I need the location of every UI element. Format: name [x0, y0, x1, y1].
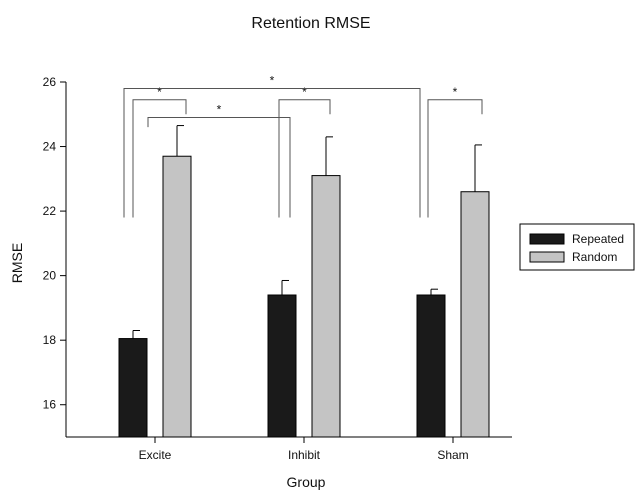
y-tick-label: 20	[43, 269, 57, 283]
y-axis-label: RMSE	[9, 243, 25, 283]
y-tick-label: 18	[43, 333, 57, 347]
significance-star: *	[270, 73, 275, 87]
significance-star: *	[302, 85, 307, 99]
y-tick-label: 26	[43, 75, 57, 89]
y-tick-label: 22	[43, 204, 57, 218]
chart-title: Retention RMSE	[251, 15, 370, 32]
bar-random	[311, 175, 341, 438]
x-tick-label: Sham	[437, 448, 468, 462]
significance-bracket	[147, 117, 291, 218]
bar-repeated	[267, 294, 297, 438]
significance-star: *	[217, 103, 222, 117]
bar-random	[162, 155, 192, 438]
significance-star: *	[157, 85, 162, 99]
x-axis-label: Group	[287, 474, 326, 490]
x-tick-label: Inhibit	[288, 448, 321, 462]
legend: Repeated Random	[519, 223, 635, 271]
legend-swatch-repeated	[529, 233, 565, 245]
y-tick-label: 24	[43, 140, 57, 154]
bar-random	[460, 191, 490, 438]
significance-star: *	[453, 85, 458, 99]
bar-repeated	[416, 294, 446, 438]
legend-label-repeated: Repeated	[572, 232, 624, 246]
significance-bracket	[132, 99, 187, 218]
bar-repeated	[118, 338, 148, 438]
legend-swatch-random	[529, 251, 565, 263]
significance-bracket	[123, 87, 421, 218]
plot-area: 16 18 20 22 24 26 Excite Inhibit Sham * * * * *	[43, 73, 490, 462]
significance-bracket	[427, 99, 483, 218]
y-tick-label: 16	[43, 398, 57, 412]
legend-label-random: Random	[572, 250, 617, 264]
x-tick-label: Excite	[139, 448, 172, 462]
significance-bracket	[278, 99, 331, 218]
